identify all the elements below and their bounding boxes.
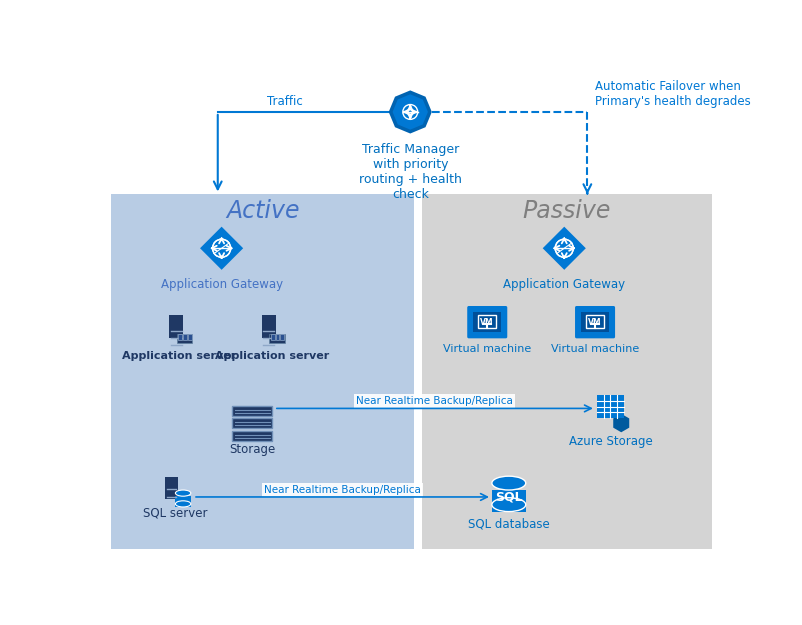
Text: Application server: Application server xyxy=(214,351,329,361)
FancyBboxPatch shape xyxy=(179,334,182,340)
Text: Active: Active xyxy=(226,199,300,223)
FancyBboxPatch shape xyxy=(597,394,624,418)
Text: SQL server: SQL server xyxy=(143,506,208,519)
FancyBboxPatch shape xyxy=(165,477,178,499)
FancyBboxPatch shape xyxy=(473,312,501,332)
Text: Near Realtime Backup/Replica: Near Realtime Backup/Replica xyxy=(356,396,513,406)
Text: Automatic Failover when
Primary's health degrades: Automatic Failover when Primary's health… xyxy=(595,80,751,108)
FancyBboxPatch shape xyxy=(492,490,526,512)
Ellipse shape xyxy=(176,501,191,507)
Text: Near Realtime Backup/Replica: Near Realtime Backup/Replica xyxy=(264,484,421,494)
FancyBboxPatch shape xyxy=(422,194,712,549)
FancyBboxPatch shape xyxy=(233,406,273,416)
FancyBboxPatch shape xyxy=(177,334,192,343)
Polygon shape xyxy=(614,414,630,432)
FancyBboxPatch shape xyxy=(581,312,609,332)
FancyBboxPatch shape xyxy=(575,306,615,338)
Text: VM: VM xyxy=(480,318,494,327)
FancyBboxPatch shape xyxy=(111,194,414,549)
Text: Virtual machine: Virtual machine xyxy=(551,344,639,354)
Text: Passive: Passive xyxy=(523,199,611,223)
Text: Azure Storage: Azure Storage xyxy=(569,436,652,448)
Ellipse shape xyxy=(492,498,526,512)
Text: Application Gateway: Application Gateway xyxy=(160,278,282,291)
FancyBboxPatch shape xyxy=(261,315,276,338)
FancyBboxPatch shape xyxy=(271,334,275,340)
FancyBboxPatch shape xyxy=(188,334,192,340)
Text: Application server: Application server xyxy=(122,351,237,361)
Polygon shape xyxy=(389,91,431,134)
Text: Storage: Storage xyxy=(229,443,276,456)
Text: SQL database: SQL database xyxy=(468,518,549,531)
Text: VM: VM xyxy=(588,318,602,327)
Polygon shape xyxy=(392,94,428,129)
FancyBboxPatch shape xyxy=(280,334,284,340)
Text: Traffic Manager
with priority
routing + health
check: Traffic Manager with priority routing + … xyxy=(358,142,462,201)
FancyBboxPatch shape xyxy=(169,315,183,338)
Text: Application Gateway: Application Gateway xyxy=(503,278,626,291)
FancyBboxPatch shape xyxy=(269,334,285,343)
Ellipse shape xyxy=(492,476,526,490)
Text: SQL: SQL xyxy=(495,491,523,504)
Text: Virtual machine: Virtual machine xyxy=(444,344,532,354)
Polygon shape xyxy=(200,227,243,270)
Text: Traffic: Traffic xyxy=(267,95,303,108)
Polygon shape xyxy=(543,227,585,270)
FancyBboxPatch shape xyxy=(233,431,273,441)
FancyBboxPatch shape xyxy=(176,496,191,507)
FancyBboxPatch shape xyxy=(183,334,187,340)
FancyBboxPatch shape xyxy=(468,306,508,338)
Ellipse shape xyxy=(176,490,191,496)
FancyBboxPatch shape xyxy=(233,418,273,428)
FancyBboxPatch shape xyxy=(276,334,279,340)
